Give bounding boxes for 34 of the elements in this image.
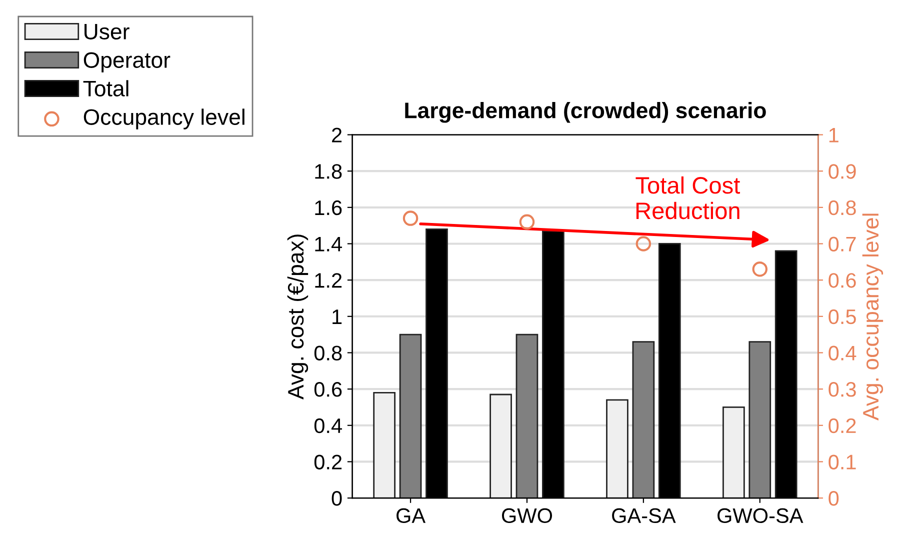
x-tick-label: GA-SA (612, 508, 676, 524)
y-tick-label: 1 (332, 310, 342, 324)
legend-label: Occupancy level (84, 108, 244, 130)
y-tick-label: 0.8 (314, 346, 342, 360)
y-tick-label: 1.8 (315, 164, 342, 179)
y-tick-label: 0.6 (314, 382, 342, 397)
legend-label: Operator (84, 52, 170, 72)
y2-tick-label: 0.4 (828, 346, 856, 360)
y2-axis-title: Avg. occupancy level (862, 214, 884, 421)
chart-title: Large-demand (crowded) scenario (405, 102, 766, 123)
y-tick-label: 0.4 (314, 418, 342, 434)
y-tick-label: 1.2 (315, 273, 342, 288)
y2-tick-label: 0.5 (828, 309, 856, 324)
y2-tick-label: 0.3 (828, 382, 856, 397)
y2-tick-label: 0.8 (828, 200, 856, 216)
legend-label: User (84, 24, 130, 40)
annotation: Total Cost Reduction (636, 176, 740, 220)
y-tick-label: 1.6 (315, 200, 342, 216)
y2-tick-label: 0 (828, 491, 839, 506)
x-tick-label: GA (396, 508, 426, 524)
y2-tick-label: 0.6 (828, 273, 856, 288)
y-tick-label: 1.4 (315, 236, 342, 252)
y2-tick-label: 0.7 (828, 236, 856, 252)
y-tick-label: 2 (332, 128, 342, 142)
y2-tick-label: 1 (829, 128, 838, 142)
y-tick-label: 0 (332, 491, 342, 506)
x-tick-label: GWO-SA (718, 508, 804, 524)
y-axis-title: Avg. cost (€/pax) (287, 234, 308, 400)
legend-label: Total (83, 80, 128, 96)
y2-tick-label: 0.2 (828, 418, 856, 434)
y2-tick-label: 0.1 (828, 454, 856, 470)
y2-tick-label: 0.9 (828, 164, 856, 179)
x-tick-label: GWO (502, 508, 552, 524)
y-tick-label: 0.2 (314, 454, 342, 470)
